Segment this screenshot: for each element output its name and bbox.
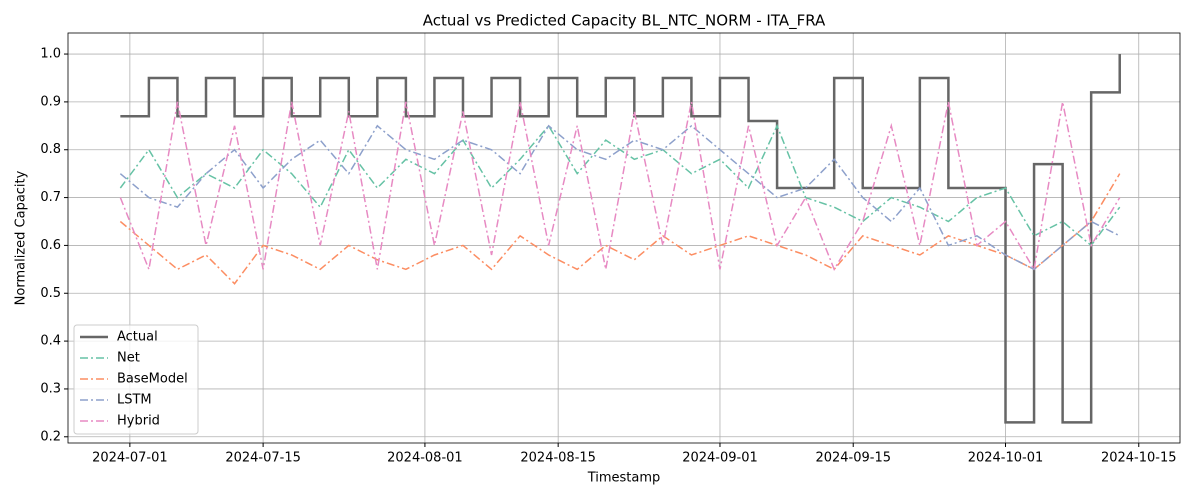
y-tick-label: 0.3 — [40, 381, 61, 396]
legend-box — [73, 324, 199, 435]
x-tick-label: 2024-07-15 — [225, 451, 301, 466]
x-tick-label: 2024-09-01 — [682, 451, 758, 466]
x-tick-label: 2024-07-01 — [92, 451, 168, 466]
y-tick-label: 0.4 — [40, 334, 61, 349]
y-tick-label: 0.6 — [40, 238, 61, 253]
chart-title: Actual vs Predicted Capacity BL_NTC_NORM… — [423, 12, 826, 31]
y-tick-label: 0.5 — [40, 286, 61, 301]
plot-frame — [67, 32, 1181, 444]
legend-label: Net — [117, 351, 140, 366]
series-line — [119, 173, 1121, 285]
series-line — [119, 123, 1121, 247]
y-tick-label: 1.0 — [40, 47, 61, 62]
series-line — [120, 54, 1121, 424]
x-tick-label: 2024-09-15 — [815, 451, 891, 466]
legend-label: Hybrid — [117, 414, 160, 429]
x-tick-label: 2024-08-01 — [387, 451, 463, 466]
legend-label: Actual — [117, 330, 158, 345]
legend-label: LSTM — [117, 393, 152, 408]
y-tick-label: 0.7 — [40, 190, 61, 205]
y-tick-label: 0.2 — [40, 429, 61, 444]
legend-label: BaseModel — [117, 372, 188, 387]
y-tick-label: 0.9 — [40, 94, 61, 109]
series-line — [119, 124, 1121, 271]
series-line — [119, 101, 1121, 273]
x-axis-label: Timestamp — [587, 471, 661, 486]
y-tick-label: 0.8 — [40, 142, 61, 157]
x-tick-label: 2024-10-01 — [968, 451, 1044, 466]
x-tick-label: 2024-08-15 — [520, 451, 596, 466]
x-tick-label: 2024-10-15 — [1101, 451, 1177, 466]
y-axis-label: Normalized Capacity — [14, 170, 29, 305]
